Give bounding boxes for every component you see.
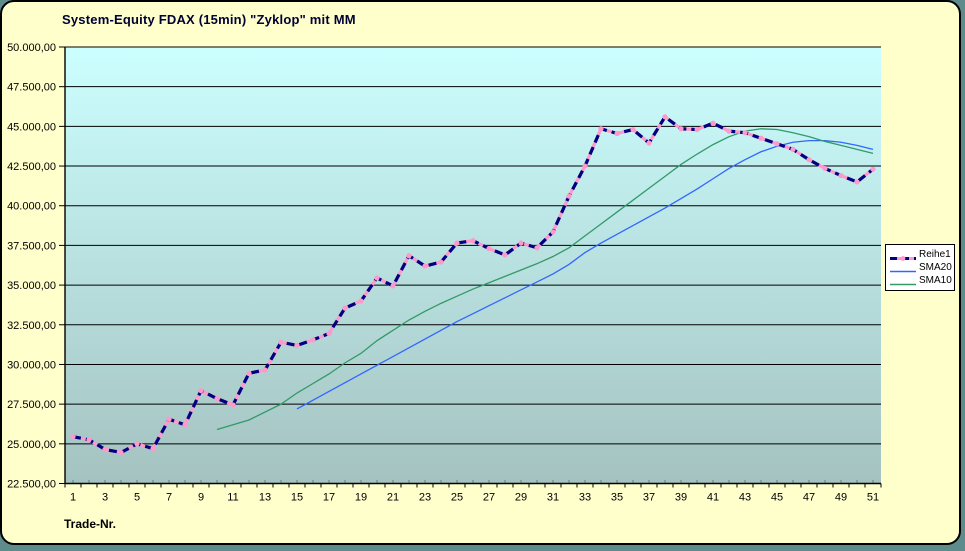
y-tick-label: 30.000,00 [7,359,56,371]
y-axis-ticks: 50.000,00 47.500,00 45.000,00 42.500,00 40.0… [7,42,65,491]
x-tick-label: 1 [70,492,76,504]
legend-swatch-reihe1 [889,250,917,261]
x-tick-label: 45 [771,492,783,504]
x-axis-title: Trade-Nr. [64,517,117,531]
y-tick-label: 40.000,00 [7,201,56,213]
x-axis-ticks: 1 3 5 7 9 11 13 15 17 19 21 23 25 27 29 31 33 35 37 39 41 43 4… [64,480,882,504]
legend-item-reihe1: Reihe1 [889,248,952,261]
y-tick-label: 50.000,00 [7,42,56,54]
y-tick-label: 32.500,00 [7,320,56,332]
x-tick-label: 29 [515,492,527,504]
legend-item-sma20: SMA20 [889,261,952,274]
legend-label-sma10: SMA10 [919,275,952,286]
y-tick-label: 42.500,00 [7,161,56,173]
x-tick-label: 31 [547,492,559,504]
x-tick-label: 5 [134,492,140,504]
y-tick-label: 27.500,00 [7,399,56,411]
legend-swatch-sma10 [889,276,917,286]
legend-label-reihe1: Reihe1 [919,249,951,260]
x-tick-label: 7 [166,492,172,504]
legend-item-sma10: SMA10 [889,274,952,287]
x-tick-label: 33 [579,492,591,504]
x-tick-label: 47 [803,492,815,504]
y-tick-label: 37.500,00 [7,240,56,252]
x-tick-label: 3 [102,492,108,504]
x-tick-label: 15 [291,492,303,504]
x-tick-label: 21 [387,492,399,504]
legend-label-sma20: SMA20 [919,262,952,273]
series-reihe1-underlay [72,114,874,455]
x-tick-label: 39 [675,492,687,504]
x-tick-label: 51 [867,492,879,504]
y-tick-label: 25.000,00 [7,439,56,451]
x-tick-label: 35 [611,492,623,504]
y-tick-label: 47.500,00 [7,82,56,94]
y-tick-label: 45.000,00 [7,121,56,133]
x-tick-label: 13 [259,492,271,504]
x-tick-label: 19 [355,492,367,504]
x-tick-label: 11 [227,492,238,504]
x-tick-label: 27 [483,492,495,504]
chart-title: System-Equity FDAX (15min) "Zyklop" mit … [62,12,356,27]
x-tick-label: 41 [707,492,719,504]
x-tick-label: 43 [739,492,751,504]
y-tick-label: 35.000,00 [7,280,56,292]
x-tick-label: 23 [419,492,431,504]
series-sma20-line [296,139,874,410]
legend: Reihe1 SMA20 SMA10 [885,244,955,291]
x-tick-label: 17 [323,492,335,504]
x-tick-label: 9 [198,492,204,504]
y-tick-label: 22.500,00 [7,479,56,491]
gridlines [65,46,881,484]
series-reihe1-markers [70,114,876,456]
x-tick-label: 37 [643,492,655,504]
x-tick-label: 49 [835,492,847,504]
x-tick-label: 25 [451,492,463,504]
series-reihe1-line [72,114,874,455]
legend-swatch-sma20 [889,263,917,273]
plot-area [65,47,881,484]
series-sma10-line [216,128,874,431]
